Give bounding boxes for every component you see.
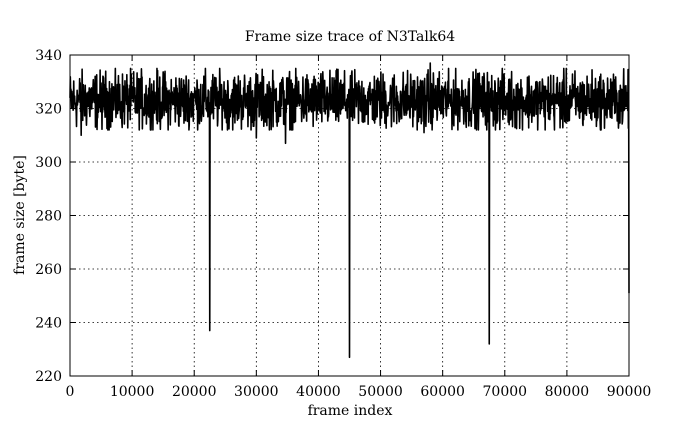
y-tick-label: 320 <box>35 102 62 118</box>
y-tick-label: 300 <box>35 155 62 171</box>
y-tick-label: 340 <box>35 48 62 64</box>
y-tick-label: 220 <box>35 369 62 385</box>
x-tick-label: 40000 <box>296 384 341 400</box>
x-tick-label: 20000 <box>172 384 217 400</box>
x-tick-label: 80000 <box>545 384 590 400</box>
frame-size-line <box>69 62 630 359</box>
x-tick-label: 60000 <box>420 384 465 400</box>
x-tick-label: 30000 <box>234 384 279 400</box>
x-tick-label: 70000 <box>483 384 528 400</box>
y-axis-title: frame size [byte] <box>12 155 28 275</box>
chart-title: Frame size trace of N3Talk64 <box>245 29 455 45</box>
axis-ticks: 0 10000 20000 30000 40000 50000 60000 70000 8000… <box>35 48 651 400</box>
x-tick-label: 90000 <box>607 384 652 400</box>
x-tick-label: 10000 <box>110 384 155 400</box>
y-tick-label: 280 <box>35 209 62 225</box>
x-tick-label: 0 <box>66 384 75 400</box>
trace-series <box>69 62 630 359</box>
y-tick-label: 260 <box>35 262 62 278</box>
y-tick-label: 240 <box>35 316 62 332</box>
x-tick-label: 50000 <box>358 384 403 400</box>
x-axis-title: frame index <box>308 403 393 419</box>
